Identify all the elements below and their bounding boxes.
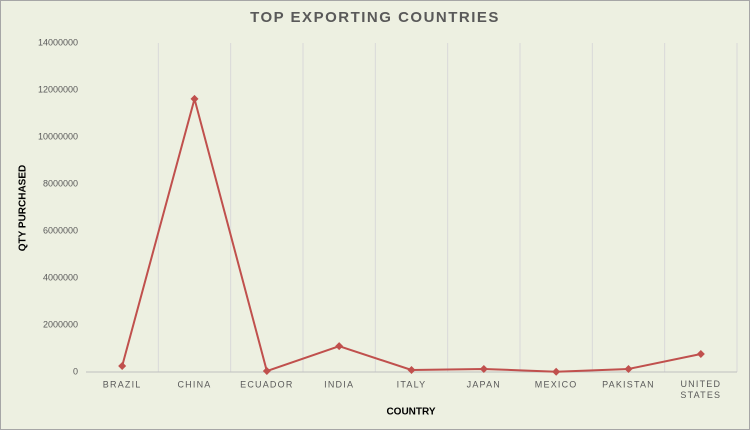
y-tick-label: 0 [73, 366, 78, 376]
x-tick-label: INDIA [324, 379, 354, 389]
y-tick-label: 10000000 [38, 131, 78, 141]
y-tick-label: 2000000 [43, 319, 78, 329]
y-tick-label: 12000000 [38, 84, 78, 94]
data-point [335, 342, 344, 351]
x-tick-label: UNITED STATES [680, 379, 721, 400]
data-point [696, 349, 705, 358]
x-tick-label: ITALY [397, 379, 427, 389]
x-tick-label: BRAZIL [103, 379, 142, 389]
y-tick-label: 14000000 [38, 37, 78, 47]
y-tick-label: 6000000 [43, 225, 78, 235]
data-point [552, 367, 561, 376]
data-point [624, 364, 633, 373]
x-tick-label: ECUADOR [240, 379, 293, 389]
chart-title: TOP EXPORTING COUNTRIES [250, 9, 500, 26]
data-point [479, 364, 488, 373]
y-tick-label: 8000000 [43, 178, 78, 188]
y-axis-label: QTY PURCHASED [18, 165, 29, 252]
x-tick-label: CHINA [177, 379, 211, 389]
x-axis-label: COUNTRY [386, 407, 435, 418]
x-tick-label: MEXICO [535, 379, 578, 389]
data-point [262, 367, 271, 376]
x-tick-label: JAPAN [467, 379, 501, 389]
data-point [407, 366, 416, 375]
data-point [118, 362, 127, 371]
data-point [190, 94, 199, 103]
y-tick-label: 4000000 [43, 272, 78, 282]
x-tick-label: PAKISTAN [602, 379, 655, 389]
